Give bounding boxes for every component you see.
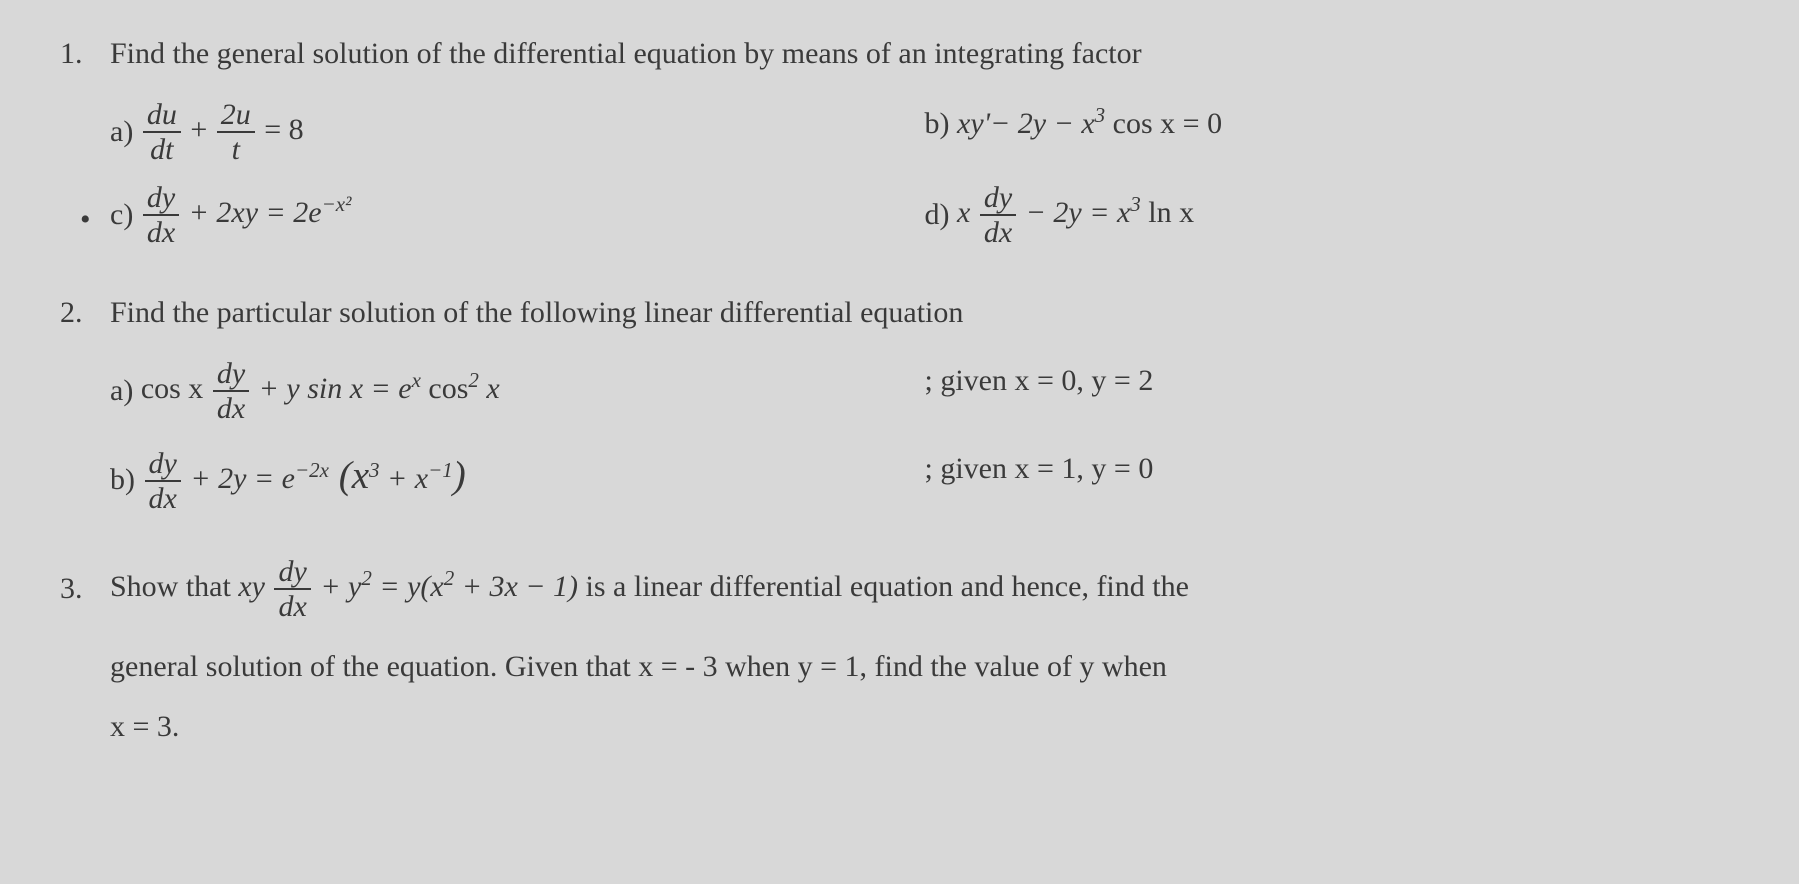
superscript: 2	[468, 368, 479, 392]
mid: + y	[320, 570, 361, 603]
option-label: c)	[110, 191, 133, 239]
frac-num: du	[143, 98, 181, 133]
paren: (x	[329, 454, 369, 497]
option-2b-given: ; given x = 1, y = 0	[925, 445, 1740, 515]
x: x	[479, 372, 500, 405]
cosx: cos x	[141, 372, 204, 405]
eq-rest: ln x	[1141, 196, 1194, 229]
question-3: 3. Show that xy dy dx + y2 = y(x2 + 3x −…	[60, 555, 1739, 751]
question-2: 2. Find the particular solution of the f…	[60, 289, 1739, 515]
option-1b: b) xy'− 2y − x3 cos x = 0	[925, 98, 1740, 166]
eq-mid: + y sin x = e	[259, 372, 412, 405]
frac-num: dy	[274, 555, 310, 590]
option-1c: • c) dy dx + 2xy = 2e−x²	[110, 181, 925, 249]
options-row-2: • c) dy dx + 2xy = 2e−x² d) x dy dx − 2y…	[60, 181, 1739, 249]
option-2b: b) dy dx + 2y = e−2x (x3 + x−1)	[110, 445, 925, 515]
frac-num: dy	[980, 181, 1016, 216]
superscript: x	[412, 368, 421, 392]
option-label: b)	[110, 456, 135, 504]
question-number: 3.	[60, 565, 110, 613]
options-row-1: a) du dt + 2u t = 8 b) xy'− 2y − x3 cos …	[60, 98, 1739, 166]
rest: + 3x − 1)	[454, 570, 578, 603]
x: x	[957, 196, 970, 229]
eq-mid: − 2y = x	[1026, 196, 1131, 229]
bullet-icon: •	[80, 196, 91, 244]
xy: xy	[238, 570, 265, 603]
text-part: Show that	[110, 570, 238, 603]
eq-rest: cos x = 0	[1105, 107, 1222, 140]
frac-num: 2u	[217, 98, 255, 133]
question-text: Find the particular solution of the foll…	[110, 289, 1739, 337]
question-text: Show that xy dy dx + y2 = y(x2 + 3x − 1)…	[110, 555, 1739, 623]
option-2b-row: b) dy dx + 2y = e−2x (x3 + x−1) ; given …	[60, 445, 1739, 515]
given-text: ; given x = 1, y = 0	[925, 452, 1154, 485]
frac-den: dx	[213, 392, 249, 425]
given-text: ; given x = 0, y = 2	[925, 364, 1154, 397]
question-text: Find the general solution of the differe…	[110, 30, 1739, 78]
superscript: 3	[1130, 192, 1141, 216]
question-3-line2: general solution of the equation. Given …	[60, 643, 1739, 691]
eq-part: xy'− 2y − x	[957, 107, 1095, 140]
option-1d: d) x dy dx − 2y = x3 ln x	[925, 181, 1740, 249]
option-label: d)	[925, 191, 950, 239]
option-label: b)	[925, 100, 950, 148]
option-1a: a) du dt + 2u t = 8	[110, 98, 925, 166]
frac-den: dx	[274, 590, 310, 623]
frac-num: dy	[143, 181, 179, 216]
question-number: 2.	[60, 289, 110, 337]
equals: = 8	[264, 113, 303, 146]
frac-den: dt	[143, 133, 181, 166]
superscript: 2	[444, 566, 455, 590]
superscript: 2	[361, 566, 372, 590]
text-part4: x = 3.	[110, 703, 179, 751]
frac-den: t	[217, 133, 255, 166]
frac-num: dy	[213, 357, 249, 392]
question-1-header: 1. Find the general solution of the diff…	[60, 30, 1739, 78]
text-part3: general solution of the equation. Given …	[110, 650, 1167, 683]
frac-num: dy	[145, 447, 181, 482]
superscript: −2x	[295, 458, 329, 482]
frac-den: dx	[980, 216, 1016, 249]
question-number: 1.	[60, 30, 110, 78]
question-3-line3: x = 3.	[60, 701, 1739, 751]
question-2-header: 2. Find the particular solution of the f…	[60, 289, 1739, 337]
close-paren: )	[453, 454, 466, 497]
option-2a: a) cos x dy dx + y sin x = ex cos2 x	[110, 357, 925, 425]
superscript: 3	[369, 458, 380, 482]
superscript: −1	[428, 458, 453, 482]
superscript: −x²	[322, 192, 352, 216]
cos: cos	[421, 372, 469, 405]
eq-mid: + 2xy = 2e	[189, 196, 322, 229]
text-part2: is a linear differential equation and he…	[586, 570, 1189, 603]
question-1: 1. Find the general solution of the diff…	[60, 30, 1739, 249]
plus: + x	[380, 462, 429, 495]
frac-den: dx	[143, 216, 179, 249]
option-label: a)	[110, 367, 133, 415]
option-2a-row: a) cos x dy dx + y sin x = ex cos2 x ; g…	[60, 357, 1739, 425]
superscript: 3	[1095, 103, 1106, 127]
option-label: a)	[110, 108, 133, 156]
option-2a-given: ; given x = 0, y = 2	[925, 357, 1740, 425]
question-3-line1: 3. Show that xy dy dx + y2 = y(x2 + 3x −…	[60, 555, 1739, 623]
frac-den: dx	[145, 482, 181, 515]
eq-mid: + 2y = e	[190, 462, 295, 495]
eq: = y(x	[372, 570, 444, 603]
